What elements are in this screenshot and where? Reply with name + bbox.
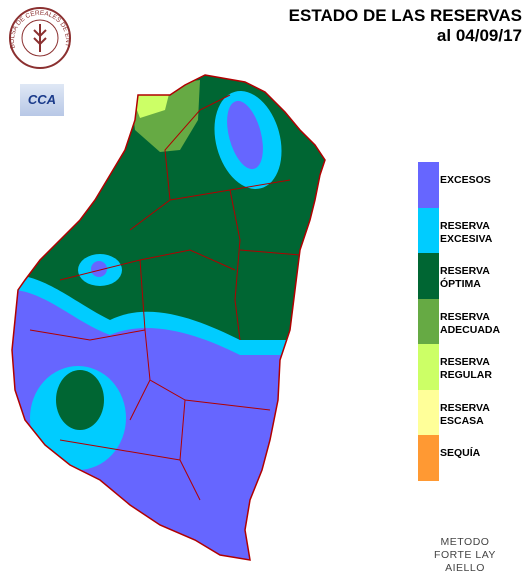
method-note: METODO FORTE LAY AIELLO [434,536,496,574]
border [129,179,291,231]
border [149,379,201,501]
legend-swatch [418,389,439,436]
legend-label: SEQUÍA [440,447,481,459]
border [59,439,181,461]
institution-logo: BOLSA DE CEREALES DE ENTRE RIOS [0,0,71,69]
legend-swatch [418,298,439,345]
logo-inner [21,19,59,57]
border [164,94,231,201]
badge-logo: CCA [20,84,64,116]
date: al 04/09/17 [436,26,522,45]
legend-label: RESERVA ADECUADA [440,310,501,336]
legend-label: RESERVA ESCASA [440,401,490,427]
legend-label: EXCESOS [440,174,491,186]
border [239,249,301,256]
department-borders [11,74,326,561]
region-optima [56,370,104,430]
region-regular [130,90,170,118]
legend-swatch [418,435,439,481]
legend-swatch [418,344,439,390]
legend-swatch [418,207,439,254]
border [129,259,151,421]
region-excesos [227,100,263,170]
title-block: ESTADO DE LAS RESERVAS al 04/09/17 [289,6,522,46]
border [229,189,241,341]
legend-swatch [418,253,439,299]
border [184,399,271,411]
province-outline [11,74,326,561]
legend-label: RESERVA ÓPTIMA [440,265,490,290]
border [29,329,146,341]
border [59,249,236,281]
title: ESTADO DE LAS RESERVAS [288,6,522,25]
map-regions [12,75,325,560]
region-excesos [91,261,107,277]
legend-label: RESERVA REGULAR [440,356,492,381]
legend-label: RESERVA EXCESIVA [440,219,493,245]
logo-wheat [33,24,47,52]
legend-swatch [418,162,439,208]
